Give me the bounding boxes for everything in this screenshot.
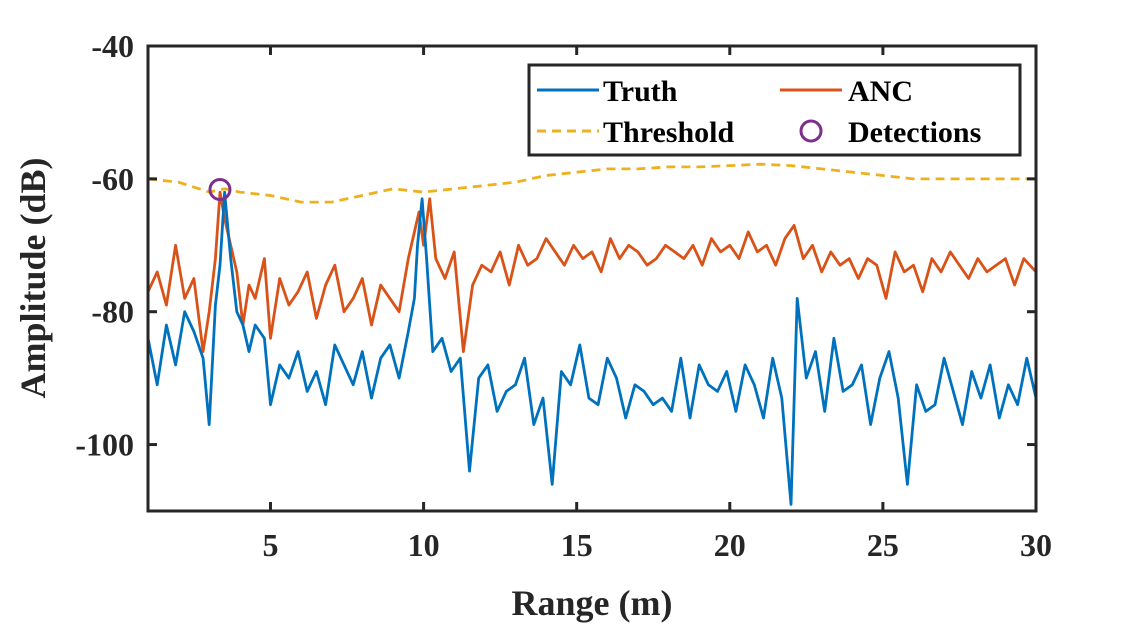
ticks-layer: 5 10 15 20 25 30 -40 -60 -80 -100 [75,28,1052,563]
series-line-truth [148,190,1036,506]
y-tick-label: -60 [91,161,134,197]
x-tick-label: 5 [262,527,278,563]
legend: Truth ANC Threshold Detections [527,63,1022,157]
x-tick-label: 10 [408,527,440,563]
legend-label-anc: ANC [848,75,913,108]
x-tick-label: 25 [867,527,899,563]
plot-frame [146,44,1038,513]
x-tick-label: 20 [714,527,746,563]
series-layer [148,162,1036,506]
series-line-threshold [148,162,1036,204]
legend-label-detections: Detections [848,116,981,149]
legend-marker-detections [799,119,823,143]
legend-box [527,63,1022,157]
legend-label-truth: Truth [603,75,678,108]
legend-label-threshold: Threshold [603,116,734,149]
y-axis-title: Amplitude (dB) [13,157,53,398]
y-tick-label: -40 [91,28,134,64]
x-tick-label: 15 [561,527,593,563]
detection-marker [208,177,232,201]
series-line-anc [148,190,1036,354]
y-tick-label: -80 [91,294,134,330]
y-tick-label: -100 [75,427,134,463]
x-axis-title: Range (m) [512,583,673,623]
x-tick-label: 30 [1020,527,1052,563]
